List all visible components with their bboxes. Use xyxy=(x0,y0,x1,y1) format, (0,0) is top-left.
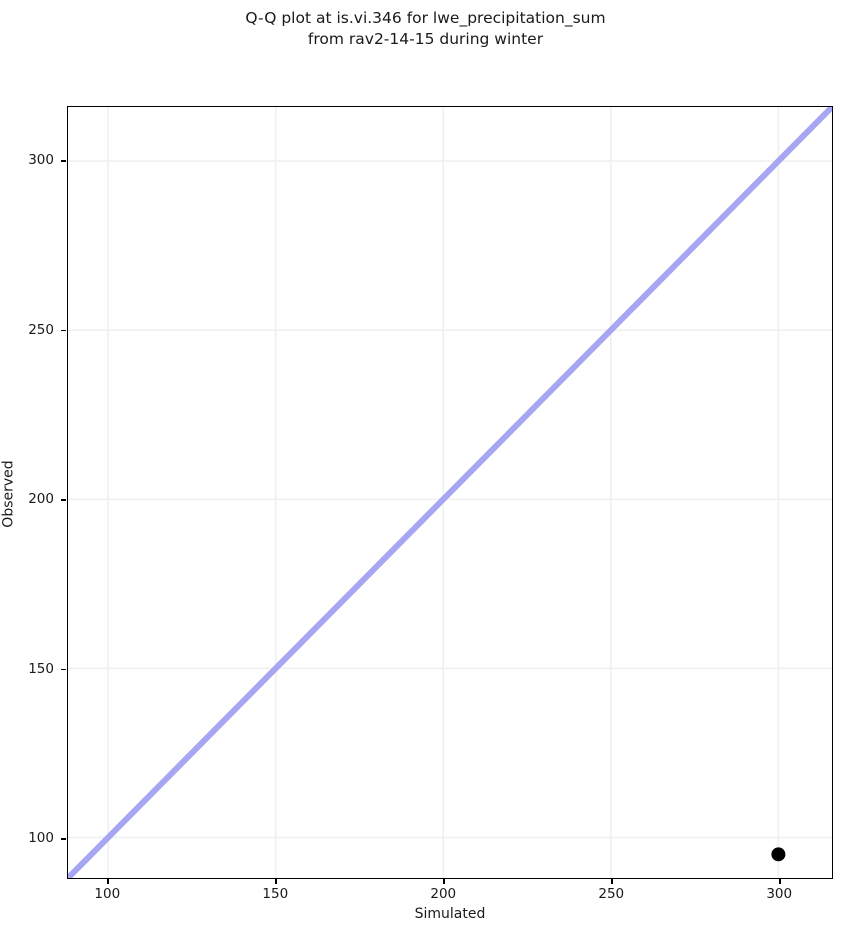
y-tick-mark xyxy=(61,160,66,162)
y-tick-mark xyxy=(61,668,66,671)
y-axis-label: Observed xyxy=(0,460,17,528)
y-tick-label: 200 xyxy=(28,491,54,508)
y-tick-label: 300 xyxy=(28,152,54,169)
y-tick-label: 100 xyxy=(28,830,54,847)
y-tick-label: 250 xyxy=(28,321,54,338)
data-points-group xyxy=(771,847,786,862)
y-tick-mark xyxy=(61,499,66,501)
y-tick-mark xyxy=(61,838,66,840)
plot-canvas xyxy=(68,107,832,878)
x-axis-tick-labels: 100 150 200 250 300 xyxy=(67,886,833,906)
x-tick-label: 150 xyxy=(262,886,289,902)
x-tick-mark xyxy=(611,879,613,884)
x-tick-label: 250 xyxy=(598,886,625,902)
x-tick-mark xyxy=(779,879,781,884)
plot-area xyxy=(67,106,833,879)
y-axis-tick-labels: 100 150 200 250 300 xyxy=(0,106,54,879)
identity-line xyxy=(68,107,832,878)
x-tick-mark xyxy=(107,879,109,884)
x-tick-mark xyxy=(275,879,277,884)
x-tick-label: 300 xyxy=(766,886,793,902)
identity-line-group xyxy=(68,107,832,878)
chart-title: Q-Q plot at is.vi.346 for lwe_precipitat… xyxy=(245,9,606,48)
y-tick-label: 150 xyxy=(28,660,54,677)
data-point-marker xyxy=(771,847,786,862)
gridlines-group xyxy=(68,107,832,878)
y-tick-mark xyxy=(61,329,66,332)
x-tick-mark xyxy=(443,879,445,884)
x-axis-label: Simulated xyxy=(414,906,486,922)
x-tick-label: 200 xyxy=(430,886,457,902)
x-tick-label: 100 xyxy=(94,886,121,902)
